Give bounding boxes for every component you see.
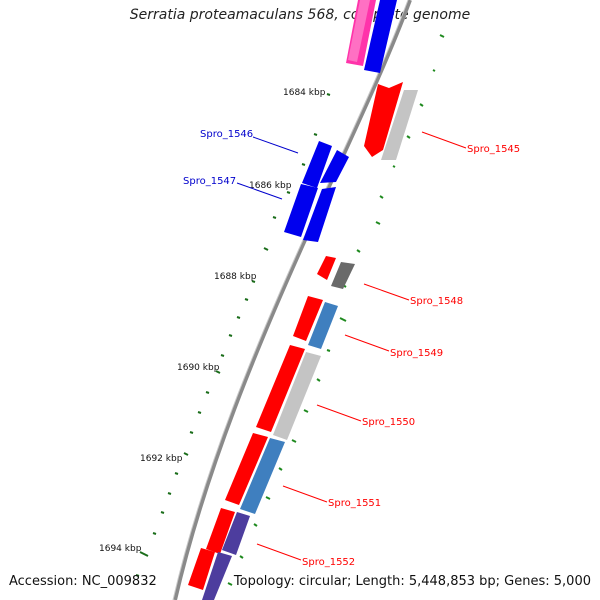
gene-spro-1546-b[interactable] [320, 150, 349, 183]
gene-spro-1550[interactable] [256, 345, 305, 432]
gene-spro-1549-companion[interactable] [308, 302, 338, 349]
gene-label-spro-1551: Spro_1551 [328, 498, 381, 509]
gene-spro-1549[interactable] [293, 296, 323, 341]
genome-summary-text: Topology: circular; Length: 5,448,853 bp… [233, 574, 591, 589]
ruler-label-1684: 1684 kbp [283, 88, 326, 98]
gene-label-spro-1546: Spro_1546 [200, 129, 253, 140]
gene-bottom-red[interactable] [188, 548, 215, 590]
gene-spro-1550-companion[interactable] [273, 352, 321, 440]
gene-spro-1546[interactable] [302, 141, 332, 188]
gene-spro-1545[interactable] [364, 82, 403, 157]
gene-label-spro-1547: Spro_1547 [183, 176, 236, 187]
gene-spro-1547-b[interactable] [303, 187, 336, 242]
genome-backbone-highlight [172, 0, 409, 600]
gene-spro-1548-companion[interactable] [331, 262, 355, 289]
ruler-inner-ticks [135, 93, 331, 577]
gene-label-spro-1545: Spro_1545 [467, 144, 520, 155]
gene-label-spro-1548: Spro_1548 [410, 296, 463, 307]
ruler-label-1692: 1692 kbp [140, 454, 183, 464]
gene-bottom-companion[interactable] [202, 552, 232, 600]
gene-spro-1547[interactable] [284, 184, 318, 237]
ruler-outer-ticks [227, 34, 445, 586]
gene-blue-top[interactable] [364, 0, 397, 73]
genome-backbone [173, 0, 412, 600]
gene-labels: Spro_1545 Spro_1546 Spro_1547 Spro_1548 … [183, 129, 520, 568]
gene-spro-1545-companion[interactable] [381, 90, 418, 160]
gene-spro-1552-companion[interactable] [222, 512, 250, 555]
ruler-label-1694: 1694 kbp [99, 544, 142, 554]
gene-pink-top-light [348, 0, 370, 62]
ruler-label-1688: 1688 kbp [214, 272, 257, 282]
label-leader-lines [236, 131, 467, 561]
ruler-labels: 1684 kbp 1686 kbp 1688 kbp 1690 kbp 1692… [99, 88, 326, 554]
gene-label-spro-1552: Spro_1552 [302, 557, 355, 568]
gene-spro-1548[interactable] [317, 256, 336, 280]
gene-label-spro-1549: Spro_1549 [390, 348, 443, 359]
gene-label-spro-1550: Spro_1550 [362, 417, 415, 428]
accession-text: Accession: NC_009832 [9, 574, 157, 589]
gene-spro-1551-companion[interactable] [240, 438, 285, 514]
ruler-label-1686: 1686 kbp [249, 181, 292, 191]
ruler-label-1690: 1690 kbp [177, 363, 220, 373]
gene-spro-1552[interactable] [206, 508, 235, 554]
gene-spro-1551[interactable] [225, 433, 268, 505]
